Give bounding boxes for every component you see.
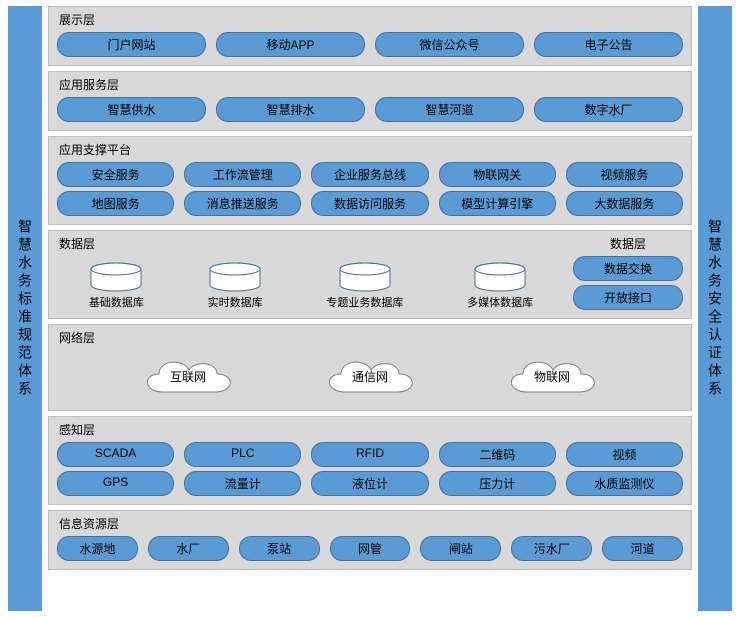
pill-item: 数字水厂 (534, 97, 683, 122)
right-side-bar: 智慧水务安全认证体系 (698, 6, 732, 611)
pill-item: 二维码 (439, 442, 556, 467)
pill-item: 液位计 (311, 471, 428, 496)
pill-item: 水厂 (148, 536, 229, 561)
layer-title: 信息资源层 (57, 515, 683, 532)
left-side-label: 智慧水务标准规范体系 (15, 219, 35, 399)
pill-item: 大数据服务 (566, 191, 683, 216)
left-side-bar: 智慧水务标准规范体系 (8, 6, 42, 611)
pill-item: 物联网关 (439, 162, 556, 187)
database-label: 实时数据库 (208, 294, 263, 310)
layer-app-service: 应用服务层 智慧供水 智慧排水 智慧河道 数字水厂 (48, 71, 692, 131)
database-item: 多媒体数据库 (467, 262, 533, 310)
pill-item: 门户网站 (57, 32, 206, 57)
database-label: 基础数据库 (89, 294, 144, 310)
pill-item: SCADA (57, 442, 174, 467)
cloud-item: 物联网 (497, 352, 607, 400)
pill-item: 河道 (602, 536, 683, 561)
layer-data: 数据层 基础数据库 (48, 230, 692, 319)
layer-title: 展示层 (57, 11, 683, 28)
pill-item: 消息推送服务 (184, 191, 301, 216)
layer-perception: 感知层 SCADA PLC RFID 二维码 视频 GPS 流量计 液位计 压力… (48, 416, 692, 505)
database-item: 实时数据库 (208, 262, 263, 310)
data-right-title: 数据层 (573, 235, 683, 252)
pill-item: 水质监测仪 (566, 471, 683, 496)
cylinder-icon (338, 262, 392, 292)
pill-item: 流量计 (184, 471, 301, 496)
pill-item: GPS (57, 471, 174, 496)
pill-item: 安全服务 (57, 162, 174, 187)
pill-item: 电子公告 (534, 32, 683, 57)
middle-column: 展示层 门户网站 移动APP 微信公众号 电子公告 应用服务层 智慧供水 智慧排… (48, 6, 692, 611)
cloud-label: 物联网 (497, 352, 607, 400)
pill-item: 智慧供水 (57, 97, 206, 122)
database-label: 专题业务数据库 (326, 294, 403, 310)
layer-title: 数据层 (57, 235, 565, 252)
layer-title: 网络层 (57, 329, 683, 346)
cloud-label: 互联网 (133, 352, 243, 400)
pill-item: 污水厂 (511, 536, 592, 561)
cloud-item: 互联网 (133, 352, 243, 400)
database-item: 专题业务数据库 (326, 262, 403, 310)
pill-item: 工作流管理 (184, 162, 301, 187)
database-label: 多媒体数据库 (467, 294, 533, 310)
pill-item: 智慧排水 (216, 97, 365, 122)
layer-resource: 信息资源层 水源地 水厂 泵站 网管 闸站 污水厂 河道 (48, 510, 692, 570)
pill-item: 闸站 (420, 536, 501, 561)
pill-item: 智慧河道 (375, 97, 524, 122)
pill-item: 视频 (566, 442, 683, 467)
cloud-label: 通信网 (315, 352, 425, 400)
pill-item: 微信公众号 (375, 32, 524, 57)
pill-item: 泵站 (239, 536, 320, 561)
cylinder-icon (473, 262, 527, 292)
pill-item: 数据访问服务 (311, 191, 428, 216)
cloud-item: 通信网 (315, 352, 425, 400)
pill-item: PLC (184, 442, 301, 467)
layer-title: 应用服务层 (57, 76, 683, 93)
layer-network: 网络层 互联网 通信网 物 (48, 324, 692, 411)
pill-item: 压力计 (439, 471, 556, 496)
pill-item: 网管 (330, 536, 411, 561)
cylinder-icon (208, 262, 262, 292)
pill-item: 企业服务总线 (311, 162, 428, 187)
pill-item: 数据交换 (573, 256, 683, 281)
pill-item: 地图服务 (57, 191, 174, 216)
pill-item: 移动APP (216, 32, 365, 57)
layer-app-support: 应用支撑平台 安全服务 工作流管理 企业服务总线 物联网关 视频服务 地图服务 … (48, 136, 692, 225)
right-side-label: 智慧水务安全认证体系 (705, 219, 725, 399)
pill-item: 模型计算引擎 (439, 191, 556, 216)
diagram-root: 智慧水务标准规范体系 展示层 门户网站 移动APP 微信公众号 电子公告 应用服… (0, 0, 740, 617)
pill-item: 水源地 (57, 536, 138, 561)
pill-item: 开放接口 (573, 285, 683, 310)
cylinder-icon (89, 262, 143, 292)
pill-item: 视频服务 (566, 162, 683, 187)
database-item: 基础数据库 (89, 262, 144, 310)
layer-title: 应用支撑平台 (57, 141, 683, 158)
layer-title: 感知层 (57, 421, 683, 438)
data-right-panel: 数据层 数据交换 开放接口 (573, 235, 683, 310)
pill-item: RFID (311, 442, 428, 467)
layer-presentation: 展示层 门户网站 移动APP 微信公众号 电子公告 (48, 6, 692, 66)
